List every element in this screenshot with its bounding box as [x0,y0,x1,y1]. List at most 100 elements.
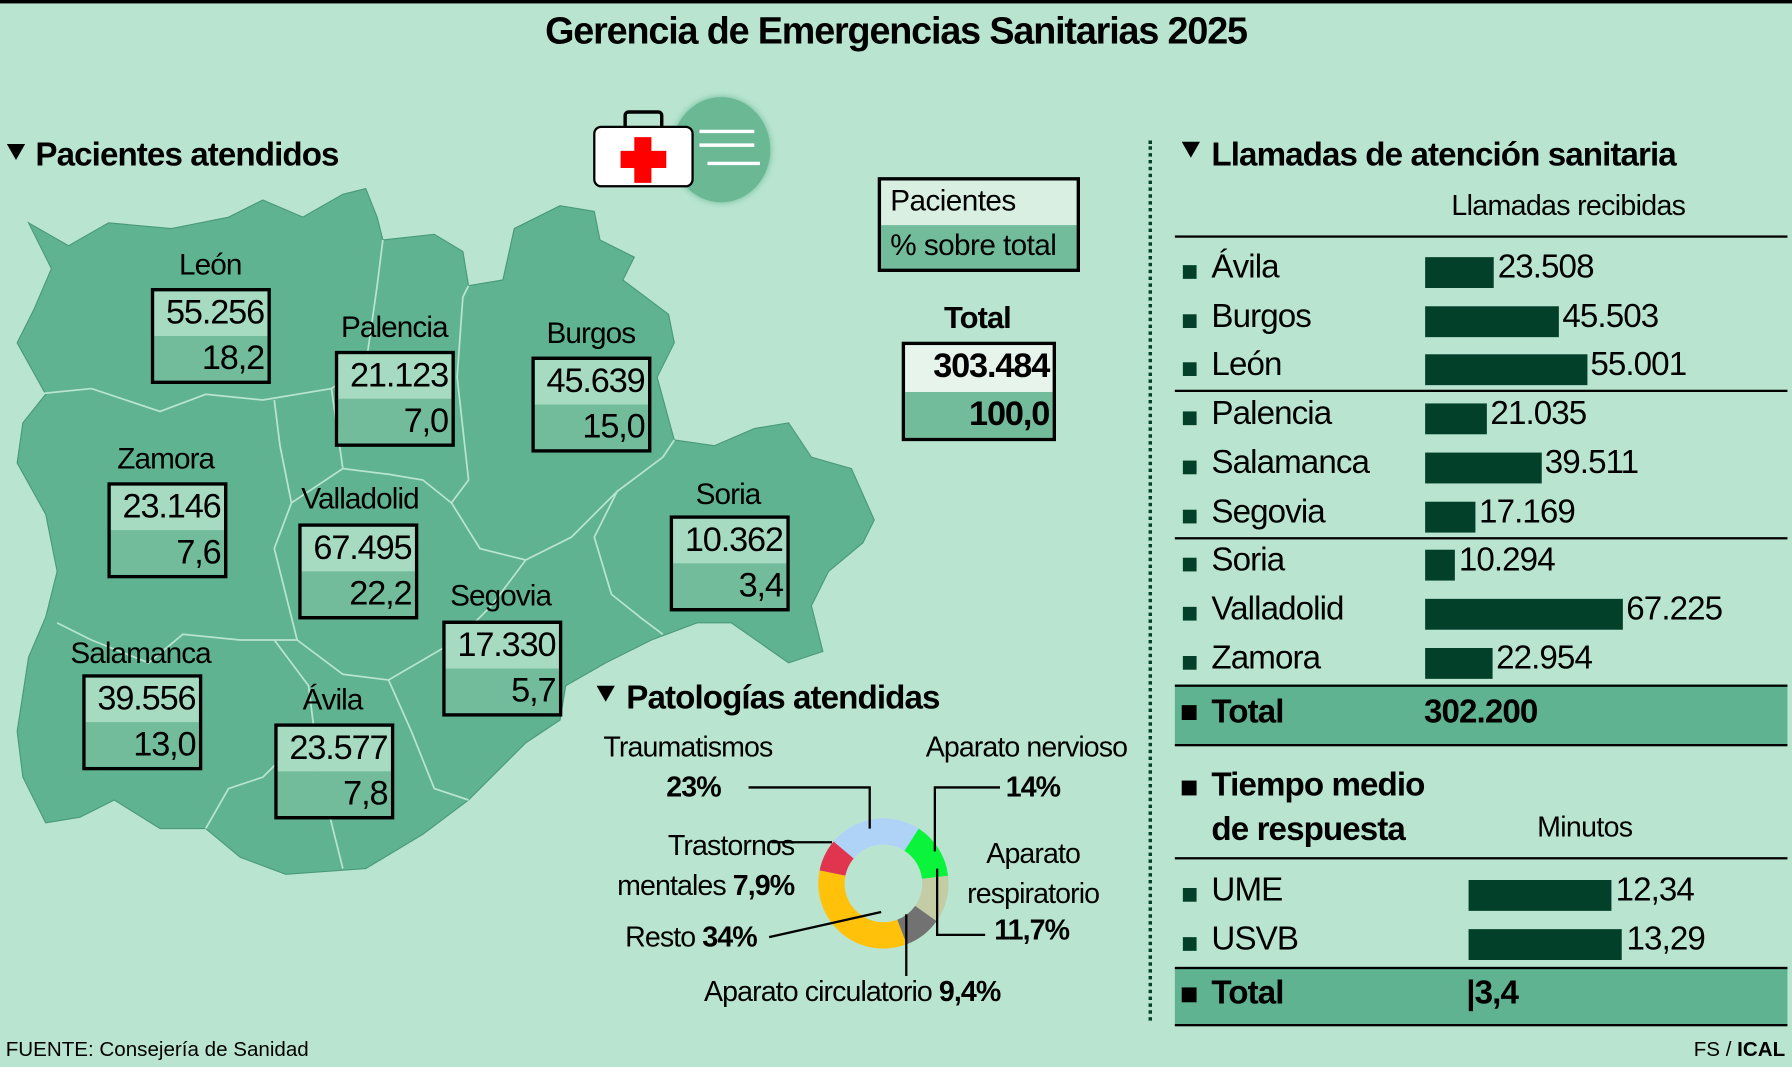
response-value: 13,29 [1626,921,1706,958]
rule [1174,857,1788,860]
province-name-soria: Soria [695,476,762,511]
province-patients: 45.639 [534,359,648,405]
province-percent: 22,2 [301,571,415,616]
leader-line [768,910,882,939]
total-label: Total [943,300,1012,335]
call-value: 10.294 [1458,541,1556,579]
province-name-valladolid: Valladolid [301,481,419,516]
province-box-segovia: 17.330 5,7 [442,620,563,717]
province-name-león: León [179,246,242,282]
response-heading-1: Tiempo medio [1211,766,1425,804]
call-row-label: Salamanca [1211,444,1370,481]
province-name-palencia: Palencia [340,309,449,344]
province-percent: 7,0 [338,398,452,444]
call-value: 23.508 [1497,249,1595,286]
call-bar [1425,257,1495,288]
page-title: Gerencia de Emergencias Sanitarias 2025 [545,9,1248,52]
response-row-label: UME [1211,871,1283,909]
province-percent: 7,6 [110,530,224,575]
call-bar [1425,598,1623,630]
label-respiratorio: Aparato respiratorio [967,837,1100,910]
call-row-label: Valladolid [1211,590,1344,628]
province-percent: 3,4 [673,563,787,608]
province-patients: 21.123 [338,354,452,399]
triangle-marker-icon [1181,141,1200,158]
call-row-label: Burgos [1211,297,1311,335]
call-value: 39.511 [1544,444,1639,481]
legend-box: Pacientes % sobre total [877,177,1080,272]
label-circulatorio-name: Aparato circulatorio [703,975,933,1008]
pathologies-donut [748,786,1000,976]
call-value: 55.001 [1590,346,1687,384]
legend-patients: Pacientes [881,180,1077,225]
square-marker-icon [1182,265,1197,279]
province-box-valladolid: 67.495 22,2 [298,523,419,620]
leader-line [748,786,871,829]
first-aid-kit-icon [593,110,760,188]
group-rule [1174,537,1788,540]
province-box-burgos: 45.639 15,0 [531,356,652,453]
province-name-segovia: Segovia [450,578,552,613]
province-name-zamora: Zamora [117,441,215,476]
square-marker-icon [1181,705,1197,720]
calls-total-row: Total 302.200 [1174,684,1788,747]
call-bar [1425,501,1476,532]
province-name-burgos: Burgos [546,315,637,350]
call-row-label: Ávila [1211,249,1279,286]
leader-line [933,786,1000,852]
province-patients: 10.362 [673,518,787,564]
total-box: 303.484 100,0 [901,341,1056,442]
province-box-palencia: 21.123 7,0 [334,350,455,447]
total-patients: 303.484 [905,345,1053,392]
call-value: 17.169 [1479,493,1576,530]
label-trastornos: Trastornos mentales 7,9% [602,826,795,906]
province-patients: 23.146 [110,485,224,531]
dotted-divider [1148,140,1152,1021]
square-marker-icon [1182,509,1197,523]
province-percent: 18,2 [154,335,268,381]
square-marker-icon [1182,557,1197,572]
group-rule [1174,389,1788,392]
pct-respiratorio: 11,7% [994,914,1070,947]
rule [1174,235,1788,238]
response-bar [1468,879,1611,911]
call-bar [1425,403,1487,435]
legend-percent: % sobre total [881,224,1077,269]
square-marker-icon [1182,887,1197,902]
response-value: 12,34 [1615,871,1695,909]
pct-trastornos: 7,9% [732,869,795,902]
call-row-label: León [1211,346,1282,384]
province-percent: 7,8 [277,771,391,816]
province-percent: 13,0 [85,722,199,767]
square-marker-icon [1182,313,1197,328]
square-marker-icon [1182,655,1197,670]
call-value: 67.225 [1626,590,1723,628]
donut-slice-aparato-nervioso [904,828,949,879]
call-bar [1425,452,1542,484]
call-row-label: Palencia [1211,395,1332,433]
call-value: 45.503 [1562,297,1659,335]
pct-nervioso: 14% [1005,771,1061,804]
donut-slice-aparato-respiratorio [915,875,949,922]
calls-subtitle: Llamadas recibidas [1451,189,1686,222]
triangle-marker-icon [6,143,26,160]
leader-line [935,868,986,936]
province-patients: 67.495 [301,526,415,572]
pct-traumatismos: 23% [666,771,721,804]
response-total-row: Total |3,4 [1174,966,1788,1027]
square-marker-icon [1182,606,1197,621]
label-resto-name: Resto [625,921,696,954]
response-heading-2: de respuesta [1211,811,1405,848]
call-bar [1425,305,1559,337]
call-row-label: Zamora [1211,639,1321,677]
calls-total-value: 302.200 [1423,693,1538,731]
call-value: 21.035 [1490,395,1587,433]
credit: FS / ICAL [1694,1038,1785,1062]
response-row-label: USVB [1211,921,1299,958]
top-rule [0,0,1792,4]
label-traumatismos: Traumatismos [603,731,773,764]
label-trastornos-name: Trastornos mentales [617,829,795,902]
response-subtitle: Minutos [1537,811,1633,844]
province-box-león: 55.256 18,2 [150,287,271,384]
square-marker-icon [1182,411,1197,426]
